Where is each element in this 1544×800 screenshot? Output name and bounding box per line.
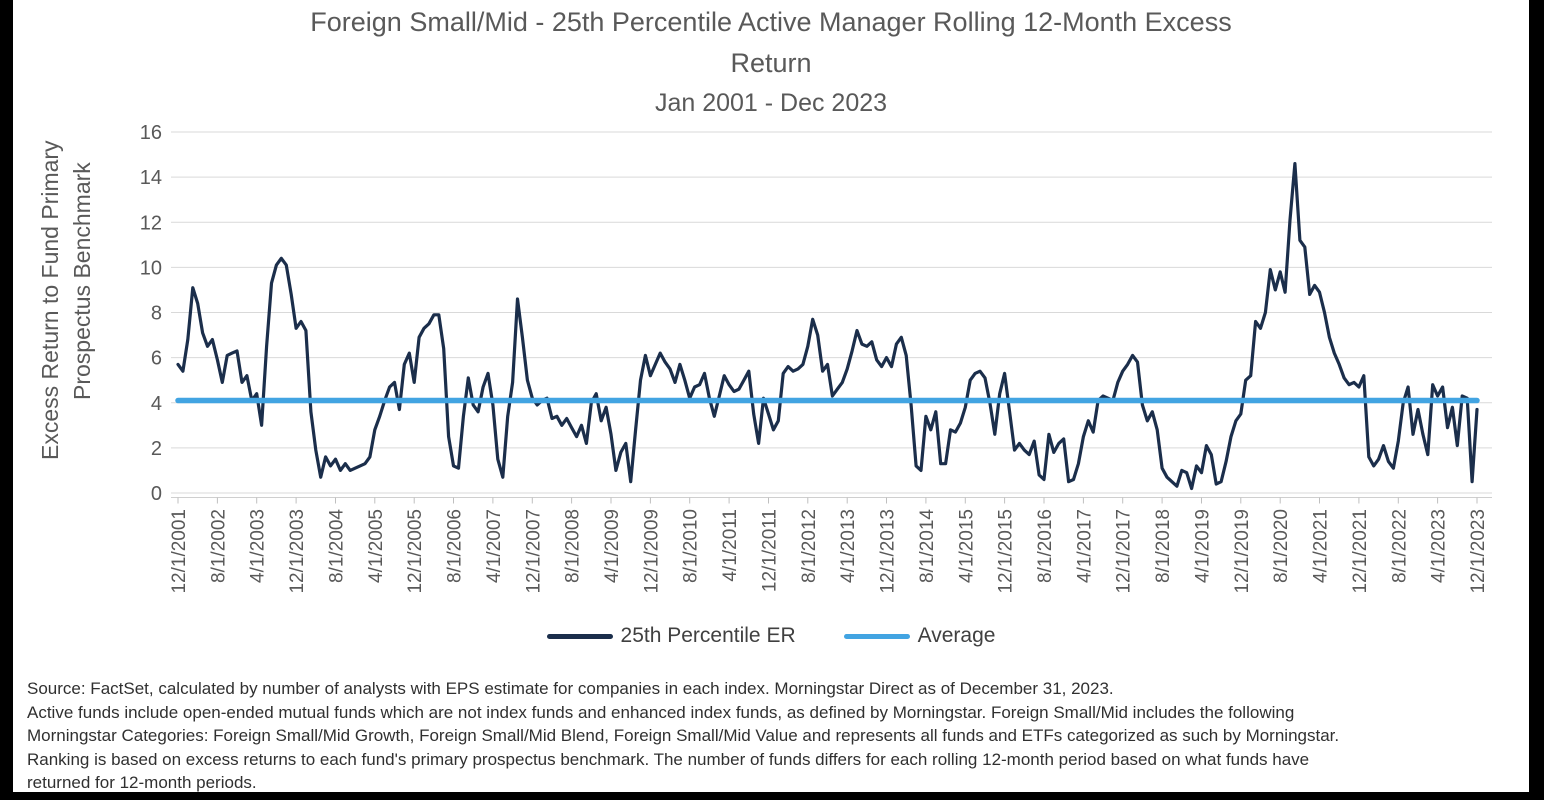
x-tick-label: 8/1/2006 (445, 509, 466, 583)
footnote-line-4: Ranking is based on excess returns to ea… (27, 749, 1310, 769)
x-tick-label: 12/1/2013 (878, 509, 899, 594)
x-tick-label: 12/1/2019 (1232, 509, 1253, 594)
y-tick-label-2: 2 (151, 438, 162, 460)
x-tick-label: 4/1/2009 (602, 509, 623, 583)
x-tick-label: 12/1/2023 (1468, 509, 1489, 594)
x-tick-label: 12/1/2009 (641, 509, 662, 594)
y-tick-label-4: 4 (151, 393, 162, 415)
y-tick-label-8: 8 (151, 303, 162, 325)
footnote-line-5: returned for 12-month periods. (27, 773, 257, 792)
x-tick-label: 4/1/2021 (1311, 509, 1332, 583)
chart-title-line-1: Foreign Small/Mid - 25th Percentile Acti… (310, 7, 1232, 37)
x-tick-label: 12/1/2021 (1350, 509, 1371, 594)
x-tick-label: 12/1/2007 (523, 509, 544, 594)
y-tick-label-6: 6 (151, 348, 162, 370)
series-25th-percentile-er-line (176, 161, 1479, 491)
x-tick-label: 8/1/2012 (799, 509, 820, 583)
x-tick-label: 8/1/2016 (1035, 509, 1056, 583)
chart-page: Foreign Small/Mid - 25th Percentile Acti… (13, 0, 1529, 792)
x-tick-label: 4/1/2015 (956, 509, 977, 583)
x-tick-label: 4/1/2011 (720, 509, 741, 582)
x-tick-label: 12/1/2015 (996, 509, 1017, 594)
legend-item-25th-percentile-er: 25th Percentile ER (546, 624, 796, 648)
chart-title-line-2: Return (730, 48, 812, 78)
x-tick-label: 12/1/2001 (169, 509, 190, 594)
y-tick-label-14: 14 (140, 167, 162, 189)
x-tick-label: 4/1/2019 (1193, 509, 1214, 583)
legend-swatch-navy-line (546, 633, 613, 639)
x-tick-label: 8/1/2014 (917, 509, 938, 583)
y-tick-label-0: 0 (151, 483, 162, 505)
x-tick-label: 4/1/2017 (1074, 509, 1095, 583)
footnote-line-1: Source: FactSet, calculated by number of… (27, 679, 1114, 698)
chart-legend: 25th Percentile ER Average (13, 624, 1529, 648)
x-tick-label: 4/1/2005 (366, 509, 387, 583)
chart-subtitle: Jan 2001 - Dec 2023 (654, 89, 888, 117)
x-tick-label: 12/1/2011 (760, 509, 781, 592)
y-tick-label-12: 12 (140, 212, 162, 234)
footnote-line-3: Morningstar Categories: Foreign Small/Mi… (27, 726, 1340, 745)
x-tick-label: 12/1/2005 (405, 509, 426, 594)
legend-label-25th-percentile-er: 25th Percentile ER (620, 624, 796, 647)
x-tick-label: 4/1/2023 (1429, 509, 1450, 583)
x-tick-label: 8/1/2004 (327, 509, 348, 583)
x-tick-label: 8/1/2008 (563, 509, 584, 583)
line-chart-plot-area: 0 2 4 6 8 10 12 14 16 12/1/2001 8/1/2002 4/1/2003 12… (140, 122, 1492, 594)
x-tick-label: 8/1/2018 (1153, 509, 1174, 583)
y-tick-label-16: 16 (140, 122, 162, 144)
legend-item-average: Average (843, 624, 996, 648)
x-tick-label: 4/1/2013 (838, 509, 859, 583)
x-tick-label: 8/1/2022 (1389, 509, 1410, 583)
y-tick-label-10: 10 (140, 257, 162, 279)
x-tick-label: 8/1/2010 (681, 509, 702, 583)
x-tick-label: 4/1/2007 (484, 509, 505, 583)
x-tick-label: 8/1/2020 (1271, 509, 1292, 583)
legend-swatch-blue-line (843, 633, 910, 639)
x-tick-label: 4/1/2003 (248, 509, 269, 583)
chart-title-block: Foreign Small/Mid - 25th Percentile Acti… (13, 2, 1529, 122)
x-tick-label: 12/1/2003 (287, 509, 308, 594)
footnote-line-2: Active funds include open-ended mutual f… (27, 702, 1295, 722)
source-footnote: Source: FactSet, calculated by number of… (27, 677, 1527, 792)
x-tick-label: 12/1/2017 (1114, 509, 1135, 594)
legend-label-average: Average (917, 624, 996, 647)
x-tick-label: 8/1/2002 (208, 509, 229, 583)
